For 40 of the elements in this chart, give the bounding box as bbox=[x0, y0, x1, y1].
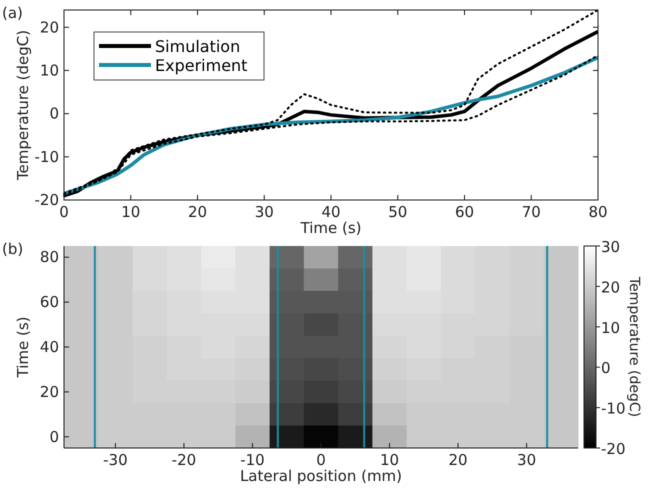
color-bar-title: Temperature (degC) bbox=[626, 276, 642, 418]
y-tick-label: 0 bbox=[49, 428, 59, 446]
x-tick-label: 80 bbox=[588, 203, 608, 221]
color-bar-label: -20 bbox=[601, 440, 626, 458]
y-tick-label: -20 bbox=[34, 191, 59, 209]
legend-label: Simulation bbox=[155, 37, 240, 56]
y-axis-title: Time (s) bbox=[14, 316, 32, 378]
color-bar-label: -10 bbox=[601, 400, 626, 418]
color-bar-label: 0 bbox=[601, 359, 611, 378]
y-tick-label: 20 bbox=[40, 382, 59, 401]
y-tick-label: -10 bbox=[34, 148, 59, 166]
x-tick-label: 10 bbox=[121, 203, 140, 221]
color-bar-label: 20 bbox=[601, 278, 620, 296]
x-axis-title: Lateral position (mm) bbox=[240, 467, 402, 485]
y-tick-label: 40 bbox=[40, 338, 59, 356]
x-tick-label: 40 bbox=[321, 203, 341, 221]
x-tick-label: 70 bbox=[522, 203, 541, 221]
y-tick-label: 0 bbox=[49, 104, 59, 123]
legend-label: Experiment bbox=[155, 56, 248, 75]
x-tick-label: 20 bbox=[448, 451, 468, 469]
x-tick-label: 30 bbox=[517, 451, 536, 469]
y-tick-label: 80 bbox=[40, 248, 59, 266]
x-tick-label: 30 bbox=[254, 203, 274, 221]
x-tick-label: 10 bbox=[380, 451, 400, 469]
text: (b) bbox=[2, 240, 24, 258]
y-axis-title: Temperature (degC) bbox=[14, 30, 32, 182]
x-tick-label: -20 bbox=[172, 451, 196, 469]
x-tick-label: -10 bbox=[240, 451, 265, 469]
x-tick-label: 0 bbox=[316, 451, 326, 469]
x-axis-title: Time (s) bbox=[300, 219, 362, 237]
text: (a) bbox=[2, 4, 23, 22]
y-tick-label: 10 bbox=[40, 61, 59, 80]
x-tick-label: 50 bbox=[388, 203, 408, 221]
y-tick-label: 20 bbox=[40, 18, 59, 36]
x-tick-label: 20 bbox=[188, 203, 208, 221]
color-bar-label: 30 bbox=[601, 238, 620, 256]
y-tick-label: 60 bbox=[40, 293, 59, 312]
x-tick-label: 60 bbox=[454, 203, 474, 221]
color-bar-label: 10 bbox=[601, 318, 620, 337]
x-tick-label: -30 bbox=[103, 451, 128, 469]
